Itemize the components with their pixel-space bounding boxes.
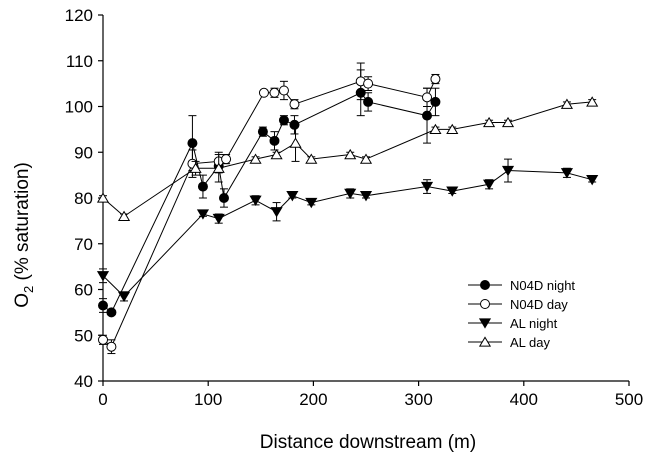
data-point	[501, 116, 515, 128]
y-tick-label: 80	[74, 189, 93, 208]
y-axis-label: O2 (% saturation)	[12, 162, 36, 308]
data-point	[359, 153, 373, 164]
y-tick-label: 40	[74, 372, 93, 391]
legend-marker	[480, 280, 490, 290]
series-line	[102, 92, 436, 314]
x-axis-label: Distance downstream (m)	[260, 432, 476, 453]
data-point	[218, 193, 229, 203]
data-point	[197, 181, 208, 192]
data-point	[221, 154, 232, 165]
data-point	[212, 213, 225, 225]
data-point	[305, 153, 318, 164]
data-point	[269, 135, 280, 146]
legend-marker	[478, 336, 492, 347]
data-point	[289, 99, 300, 110]
y-tick-label: 110	[66, 52, 93, 71]
data-point	[430, 74, 441, 85]
x-tick-label: 100	[194, 390, 222, 409]
data-point	[106, 307, 117, 318]
data-point	[446, 123, 459, 135]
data-point	[446, 186, 459, 197]
legend-label: AL night	[510, 316, 558, 331]
data-point	[257, 126, 268, 137]
series-al-day	[96, 96, 599, 221]
data-point	[560, 168, 574, 179]
data-point	[96, 271, 110, 282]
data-point	[501, 165, 515, 177]
y-axis-label-main: O	[12, 293, 33, 308]
data-point	[189, 162, 202, 173]
data-point	[212, 162, 225, 173]
data-point	[363, 96, 374, 107]
data-point	[278, 85, 289, 96]
series-al-night	[96, 158, 599, 303]
x-tick-label: 400	[510, 390, 538, 409]
data-point	[196, 209, 210, 220]
data-point	[187, 138, 198, 149]
data-point	[289, 137, 302, 148]
x-tick-label: 200	[299, 390, 327, 409]
legend-marker	[480, 299, 490, 309]
x-tick-label: 300	[404, 390, 432, 409]
y-tick-label: 120	[65, 6, 93, 25]
data-point	[106, 341, 117, 352]
data-point	[586, 96, 599, 107]
data-point	[258, 87, 269, 98]
series-n04d-night	[98, 69, 441, 318]
data-point	[286, 191, 299, 202]
data-point	[344, 188, 357, 200]
series-line	[102, 101, 593, 217]
legend-label: N04D night	[510, 278, 575, 293]
data-point	[278, 115, 289, 126]
data-point	[420, 181, 434, 193]
y-tick-label: 60	[74, 281, 93, 300]
legend-item: AL night	[468, 316, 558, 331]
series-line	[102, 170, 593, 298]
data-point	[270, 148, 283, 160]
data-point	[269, 87, 280, 98]
series-n04d-day	[98, 62, 441, 355]
data-point	[98, 300, 108, 311]
data-point	[363, 78, 374, 89]
y-tick-label: 70	[74, 235, 93, 254]
data-point	[305, 197, 318, 209]
series-layer	[96, 62, 599, 355]
legend-marker	[478, 318, 492, 329]
x-tick-label: 0	[98, 390, 107, 409]
y-axis-label-rest: (% saturation)	[12, 162, 33, 286]
data-point	[117, 291, 131, 303]
legend: N04D night N04D day AL night AL day	[468, 278, 575, 350]
data-point	[249, 153, 262, 164]
data-point	[344, 148, 357, 160]
data-point	[98, 334, 108, 345]
data-point	[483, 179, 496, 190]
legend-item: AL day	[468, 335, 550, 350]
x-tick-label: 500	[615, 390, 643, 409]
data-point	[422, 92, 433, 103]
ticks: 0 100 200 300 400 500 40 50 60 70 80 90 100 110 120	[65, 6, 644, 409]
legend-item: N04D day	[468, 297, 568, 312]
y-tick-label: 50	[74, 326, 93, 345]
y-axis-label-subscript: 2	[21, 286, 36, 293]
data-point	[483, 116, 496, 128]
data-point	[586, 175, 599, 186]
legend-item: N04D night	[468, 278, 575, 293]
data-point	[560, 98, 574, 109]
data-point	[249, 195, 262, 206]
data-point	[96, 192, 110, 203]
data-point	[422, 110, 433, 121]
series-line	[102, 78, 436, 348]
y-tick-label: 100	[65, 98, 93, 117]
legend-label: N04D day	[510, 297, 568, 312]
data-point	[429, 123, 442, 135]
legend-label: AL day	[510, 335, 550, 350]
data-point	[117, 210, 131, 221]
data-point	[270, 207, 283, 218]
data-point	[359, 191, 373, 202]
y-tick-label: 90	[74, 143, 93, 162]
data-point	[430, 96, 441, 107]
